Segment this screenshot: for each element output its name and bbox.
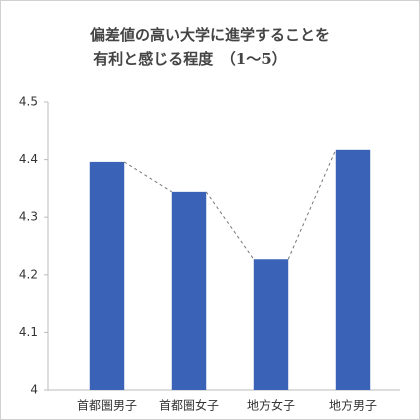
x-tick-label: 首都圏女子 xyxy=(159,398,219,413)
y-tick-label: 4.1 xyxy=(19,325,38,339)
x-tick-label: 首都圏男子 xyxy=(77,399,137,413)
y-tick-label: 4.5 xyxy=(19,95,38,109)
x-tick-label: 地方女子 xyxy=(247,398,295,413)
bar xyxy=(335,149,371,390)
x-tick-label: 地方男子 xyxy=(329,398,377,413)
y-tick-label: 4 xyxy=(30,383,38,397)
connector xyxy=(205,191,255,260)
y-tick-label: 4.4 xyxy=(19,152,38,166)
bar xyxy=(171,191,207,390)
connector xyxy=(287,149,337,260)
chart-title: 偏差値の高い大学に進学することを xyxy=(90,26,330,44)
chart-title: 有利と感じる程度 （1～5） xyxy=(93,50,286,68)
y-tick-label: 4.2 xyxy=(19,267,38,281)
bar xyxy=(253,259,289,390)
bar xyxy=(89,161,125,390)
y-tick-label: 4.3 xyxy=(19,210,38,224)
